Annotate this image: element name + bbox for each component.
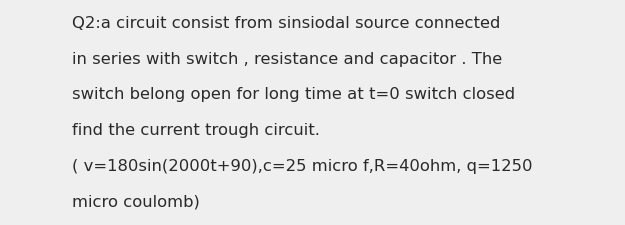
Text: micro coulomb): micro coulomb) — [72, 194, 200, 208]
Text: switch belong open for long time at t=0 switch closed: switch belong open for long time at t=0 … — [72, 87, 515, 102]
Text: in series with switch , resistance and capacitor . The: in series with switch , resistance and c… — [72, 51, 502, 66]
Text: find the current trough circuit.: find the current trough circuit. — [72, 122, 320, 137]
Text: ( v=180sin(2000t+90),c=25 micro f,R=40ohm, q=1250: ( v=180sin(2000t+90),c=25 micro f,R=40oh… — [72, 158, 532, 173]
Text: Q2:a circuit consist from sinsiodal source connected: Q2:a circuit consist from sinsiodal sour… — [72, 16, 500, 31]
